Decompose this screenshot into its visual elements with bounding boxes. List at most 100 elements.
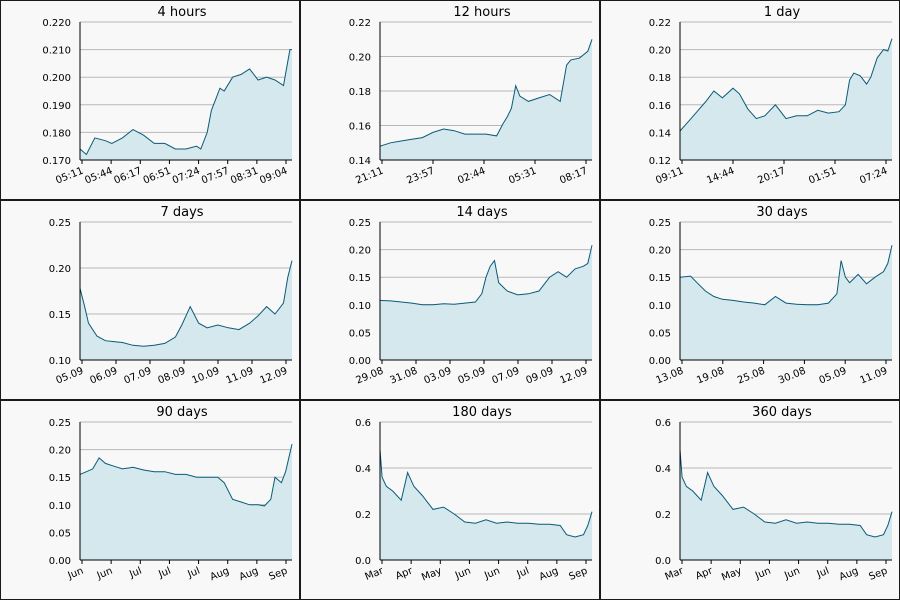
x-tick-label: 06.09 — [88, 366, 119, 387]
chart-svg: 90 days 0.00 0.05 0.10 0.15 0.20 0.25 Jun Jun Jul… — [49, 405, 293, 584]
y-tick-label: 0.18 — [349, 87, 371, 98]
x-tick-label: May — [420, 566, 443, 584]
chart-panel: 4 hours 0.170 0.180 0.190 0.200 0.210 0.220 05:… — [0, 0, 300, 200]
chart-title: 30 days — [756, 205, 808, 220]
x-tick-label: Apr — [394, 565, 415, 582]
x-tick-label: Jul — [185, 566, 201, 581]
x-tick-label: 05:44 — [83, 166, 114, 187]
x-tick-label: 12.09 — [558, 366, 589, 387]
chart-svg: 12 hours 0.14 0.16 0.18 0.20 0.22 21:11 23:57 02… — [349, 5, 593, 187]
y-tick-label: 0.00 — [649, 356, 671, 367]
x-tick-label: Jun — [753, 566, 773, 582]
y-tick-label: 0.05 — [649, 328, 671, 339]
x-tick-label: 05:11 — [54, 166, 85, 187]
y-tick-label: 0.20 — [649, 246, 671, 257]
chart-panel: 12 hours 0.14 0.16 0.18 0.20 0.22 21:11 23:57 02… — [300, 0, 600, 200]
x-tick-label: Aug — [209, 566, 231, 584]
series-line — [379, 245, 593, 306]
x-tick-label: 19.08 — [695, 366, 726, 387]
y-tick-label: 0.00 — [349, 356, 371, 367]
x-tick-label: 10.09 — [190, 366, 221, 387]
chart-title: 14 days — [456, 205, 508, 220]
x-tick-label: 25.08 — [736, 366, 767, 387]
chart-panel: 360 days 0.0 0.2 0.4 0.6 Mar Apr May Jun Jun Jul Au… — [600, 400, 900, 600]
y-tick-label: 0.10 — [49, 501, 71, 512]
series-line — [379, 39, 593, 147]
y-tick-label: 0.25 — [49, 418, 71, 429]
y-tick-label: 0.10 — [649, 301, 671, 312]
y-tick-label: 0.14 — [649, 128, 671, 139]
y-tick-label: 0.2 — [655, 510, 671, 521]
series-area — [80, 260, 292, 360]
y-tick-label: 0.25 — [649, 218, 671, 229]
series-area — [380, 245, 592, 360]
x-tick-label: 31.08 — [388, 366, 419, 387]
x-tick-label: 20:17 — [756, 166, 787, 187]
x-tick-label: Jul — [515, 566, 531, 581]
x-tick-label: 07:57 — [200, 166, 231, 187]
x-tick-label: 03.09 — [422, 366, 453, 387]
x-tick-label: 09:04 — [258, 166, 289, 187]
x-tick-label: Aug — [538, 566, 560, 584]
chart-title: 7 days — [160, 205, 203, 220]
series-line — [679, 245, 893, 306]
chart-panel: 30 days 0.00 0.05 0.10 0.15 0.20 0.25 13.08 19.0… — [600, 200, 900, 400]
y-tick-label: 0.170 — [42, 156, 71, 167]
series-line — [79, 260, 293, 347]
y-tick-label: 0.20 — [349, 246, 371, 257]
chart-panel: 7 days 0.10 0.15 0.20 0.25 05.09 06.09 07.09 08.… — [0, 200, 300, 400]
x-tick-label: Jun — [782, 566, 802, 582]
y-tick-label: 0.0 — [355, 556, 371, 567]
y-tick-label: 0.220 — [42, 18, 71, 29]
x-tick-label: Jun — [95, 566, 115, 582]
series-line — [79, 443, 293, 507]
y-tick-label: 0.12 — [649, 156, 671, 167]
chart-title: 360 days — [752, 405, 812, 420]
x-tick-label: 30.08 — [777, 366, 808, 387]
y-tick-label: 0.180 — [42, 128, 71, 139]
y-tick-label: 0.22 — [649, 18, 671, 29]
y-tick-label: 0.20 — [49, 446, 71, 457]
x-tick-label: 09.09 — [524, 366, 555, 387]
y-tick-label: 0.20 — [349, 53, 371, 64]
chart-title: 4 hours — [158, 5, 207, 20]
x-tick-label: Sep — [868, 566, 890, 583]
chart-panel: 180 days 0.0 0.2 0.4 0.6 Mar Apr May Jun Jun Jul Au… — [300, 400, 600, 600]
chart-panel: 1 day 0.12 0.14 0.16 0.18 0.20 0.22 09:11 14:44 2… — [600, 0, 900, 200]
x-tick-label: Jul — [127, 566, 143, 581]
y-tick-label: 0.15 — [349, 273, 371, 284]
x-tick-label: 07.09 — [490, 366, 521, 387]
y-tick-label: 0.25 — [49, 218, 71, 229]
series-area — [380, 449, 592, 560]
x-tick-label: Mar — [664, 565, 686, 583]
x-tick-label: 06:51 — [142, 166, 173, 187]
x-tick-label: Mar — [364, 565, 386, 583]
x-tick-label: 08:17 — [558, 166, 589, 187]
x-tick-label: 13.08 — [654, 366, 685, 387]
y-tick-label: 0.15 — [49, 310, 71, 321]
x-tick-label: Jun — [482, 566, 502, 582]
y-tick-label: 0.14 — [349, 156, 371, 167]
series-area — [80, 444, 292, 560]
x-tick-label: Jun — [66, 566, 86, 582]
series-line — [79, 49, 292, 156]
x-tick-label: 23:57 — [405, 166, 436, 187]
y-tick-label: 0.05 — [349, 328, 371, 339]
x-tick-label: May — [720, 566, 743, 584]
x-tick-label: 12.09 — [258, 366, 289, 387]
series-area — [680, 245, 892, 360]
chart-svg: 30 days 0.00 0.05 0.10 0.15 0.20 0.25 13.08 19.0… — [649, 205, 893, 387]
x-tick-label: 05.09 — [54, 366, 85, 387]
series-line — [679, 38, 893, 132]
x-tick-label: Jul — [815, 566, 831, 581]
y-tick-label: 0.200 — [42, 73, 71, 84]
chart-title: 12 hours — [453, 5, 510, 20]
x-tick-label: 29.08 — [354, 366, 385, 387]
series-area — [680, 38, 892, 160]
x-tick-label: 05:31 — [507, 166, 538, 187]
y-tick-label: 0.25 — [349, 218, 371, 229]
y-tick-label: 0.10 — [349, 301, 371, 312]
y-tick-label: 0.16 — [349, 122, 371, 133]
x-tick-label: Sep — [268, 566, 290, 583]
chart-svg: 1 day 0.12 0.14 0.16 0.18 0.20 0.22 09:11 14:44 2… — [649, 5, 893, 187]
